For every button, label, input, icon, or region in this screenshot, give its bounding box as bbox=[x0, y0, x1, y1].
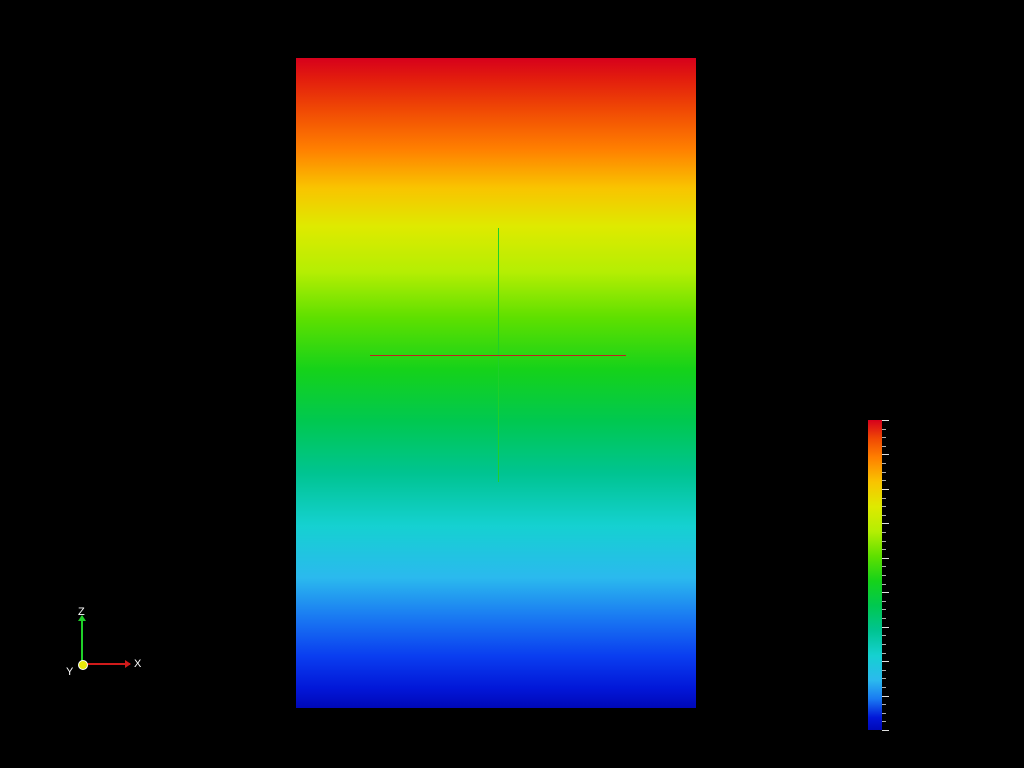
legend-tick bbox=[882, 523, 889, 524]
legend-tick bbox=[882, 687, 886, 688]
legend-tick bbox=[882, 463, 886, 464]
crosshair-horizontal bbox=[370, 355, 626, 356]
legend-tick bbox=[882, 584, 886, 585]
legend-tick bbox=[882, 670, 886, 671]
legend-tick bbox=[882, 696, 889, 697]
legend-tick bbox=[882, 704, 886, 705]
legend-tick bbox=[882, 541, 886, 542]
legend-tick bbox=[882, 454, 889, 455]
legend-tick bbox=[882, 549, 886, 550]
color-legend[interactable] bbox=[868, 420, 898, 730]
y-axis-origin-icon bbox=[78, 660, 88, 670]
x-axis-line bbox=[82, 663, 130, 665]
legend-tick bbox=[882, 627, 889, 628]
z-axis-label: Z bbox=[78, 606, 85, 618]
legend-tick bbox=[882, 498, 886, 499]
legend-tick bbox=[882, 515, 886, 516]
legend-tick bbox=[882, 644, 886, 645]
legend-tick bbox=[882, 480, 886, 481]
legend-tick bbox=[882, 532, 886, 533]
z-axis-line bbox=[81, 616, 83, 664]
legend-tick bbox=[882, 653, 886, 654]
legend-tick bbox=[882, 601, 886, 602]
legend-tick bbox=[882, 437, 886, 438]
legend-tick bbox=[882, 661, 889, 662]
legend-tick bbox=[882, 592, 889, 593]
legend-tick bbox=[882, 575, 886, 576]
legend-tick bbox=[882, 558, 889, 559]
legend-tick bbox=[882, 506, 886, 507]
legend-tick bbox=[882, 566, 886, 567]
legend-tick bbox=[882, 446, 886, 447]
legend-tick bbox=[882, 429, 886, 430]
y-axis-label: Y bbox=[66, 666, 73, 678]
x-axis-label: X bbox=[134, 658, 141, 670]
legend-tick bbox=[882, 420, 889, 421]
legend-ticks bbox=[868, 420, 882, 730]
contour-plot[interactable] bbox=[296, 58, 696, 708]
simulation-viewport[interactable]: X Z Y bbox=[0, 0, 1024, 768]
legend-tick bbox=[882, 730, 889, 731]
legend-tick bbox=[882, 472, 886, 473]
legend-tick bbox=[882, 713, 886, 714]
legend-tick bbox=[882, 489, 889, 490]
legend-tick bbox=[882, 721, 886, 722]
legend-tick bbox=[882, 618, 886, 619]
legend-tick bbox=[882, 678, 886, 679]
legend-tick bbox=[882, 609, 886, 610]
legend-tick bbox=[882, 635, 886, 636]
